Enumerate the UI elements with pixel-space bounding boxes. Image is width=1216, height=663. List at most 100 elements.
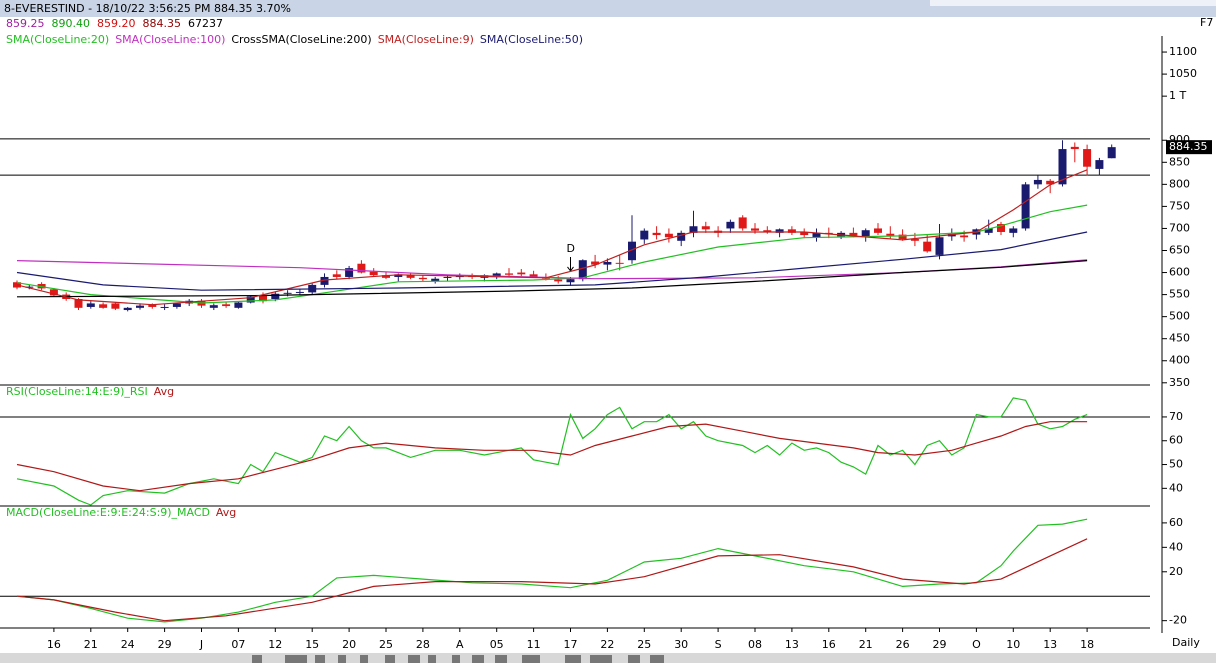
x-tick-label: 12 [268,638,282,651]
legend-entry: SMA(CloseLine:9) [378,33,474,46]
candle-body [677,232,686,241]
indicator-line [16,538,1088,622]
candle-body [492,273,501,277]
x-tick-label: 05 [490,638,504,651]
legend: SMA(CloseLine:20) SMA(CloseLine:100) Cross… [6,33,583,46]
candle-body [13,282,21,288]
candle-body [554,279,563,282]
candle-body [209,305,218,308]
y-tick-label: 1 T [1169,89,1186,102]
candle-body [628,241,636,261]
candle-body [640,230,649,240]
indicator-line [16,231,1088,291]
x-tick-label: A [456,638,464,651]
y-tick-label: 1100 [1169,45,1197,58]
indicator-line [16,518,1088,623]
y-tick-label: 400 [1169,354,1190,367]
candle-body [1033,179,1042,185]
indicator-line [16,169,1088,306]
candle-body [246,296,255,303]
x-tick-label: 22 [600,638,614,651]
candle-body [136,305,144,308]
candle-body [763,230,772,232]
candle-body [886,233,895,236]
candle-body [578,260,587,280]
legend-entry: MACD(CloseLine:E:9:E:24:S:9)_MACD [6,506,210,519]
legend-entry: SMA(CloseLine:50) [480,33,583,46]
price-badge [1166,140,1212,155]
quote-value: 884.35 [143,17,182,30]
candle-body [935,237,944,255]
x-tick-label: 07 [231,638,245,651]
candle-body [259,295,267,302]
toolbar-icons[interactable] [252,655,664,663]
candle-body [1107,147,1116,159]
legend: MACD(CloseLine:E:9:E:24:S:9)_MACD Avg [6,506,236,519]
title-bar [0,0,1216,17]
legend-entry: Avg [216,506,236,519]
y-tick-label: 1050 [1169,67,1197,80]
candle-body [800,231,809,236]
candle-body [332,274,341,277]
x-tick-label: 28 [416,638,430,651]
quote-value: 890.40 [52,17,91,30]
y-tick-label: 350 [1169,376,1190,389]
y-tick-label: 600 [1169,266,1190,279]
candle-body [984,228,993,233]
y-tick-label: 450 [1169,332,1190,345]
x-tick-label: 08 [748,638,762,651]
x-tick-label: 17 [564,638,578,651]
candle-body [357,263,366,273]
candle-body [566,279,575,283]
x-tick-label: 26 [896,638,910,651]
candle-body [382,275,390,278]
candle-body [234,302,243,308]
x-tick-label: 21 [859,638,873,651]
indicator-line [16,397,1088,506]
candle-body [295,291,304,293]
x-tick-label: 13 [1043,638,1057,651]
y-tick-label: 500 [1169,310,1190,323]
candle-body [222,304,231,307]
candle-body [689,226,698,233]
candle-body [775,229,784,233]
x-tick-label: 29 [158,638,172,651]
candle-body [751,228,759,231]
indicator-line [16,421,1088,492]
candle-body [960,235,969,238]
candle-body [25,286,34,288]
x-tick-label: 20 [342,638,356,651]
candle-body [283,292,292,294]
timeframe: Daily [1172,636,1200,649]
candle-body [99,304,108,308]
x-tick-label: 16 [822,638,836,651]
candle-body [431,278,440,282]
candle-body [997,224,1005,232]
x-tick-label: J [199,638,203,651]
candle-body [1070,146,1079,150]
x-tick-label: 10 [1006,638,1020,651]
y-tick-label: 40 [1169,540,1183,553]
quote-value: 859.20 [97,17,136,30]
x-tick-label: 29 [933,638,947,651]
y-tick-label: 800 [1169,177,1190,190]
x-tick-label: 30 [674,638,688,651]
candle-body [1021,184,1030,229]
y-tick-label: 650 [1169,243,1190,256]
window-title: 8-EVERESTIND - 18/10/22 3:56:25 PM 884.3… [4,2,291,15]
candle-body [529,274,538,277]
candle-body [726,221,735,229]
y-tick-label: 850 [1169,155,1190,168]
candle-body [1058,149,1067,185]
candle-body [74,299,83,308]
candle-body [664,233,673,238]
legend-entry: CrossSMA(CloseLine:200) [231,33,371,46]
candle-body [443,276,452,278]
candle-body [738,217,747,229]
candle-body [123,307,132,311]
x-tick-label: 18 [1080,638,1094,651]
candle-body [652,232,661,236]
window-controls[interactable] [930,0,1216,6]
candle-body [874,228,882,233]
